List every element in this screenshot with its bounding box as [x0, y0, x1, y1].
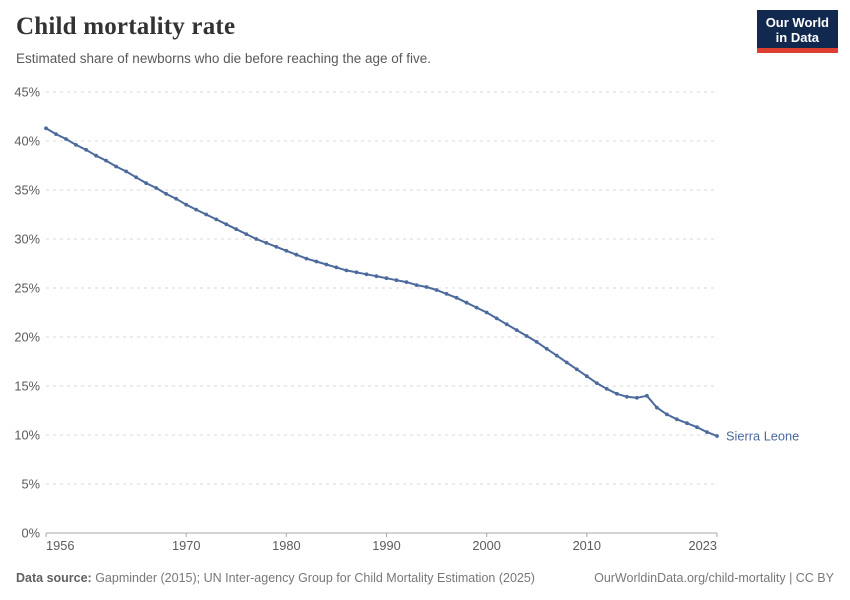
y-axis-tick-label: 30% — [14, 232, 40, 247]
data-point-marker — [344, 268, 349, 273]
data-point-marker — [64, 137, 68, 141]
y-axis-tick-label: 0% — [22, 526, 41, 541]
data-point-marker — [304, 256, 309, 261]
chart-subtitle: Estimated share of newborns who die befo… — [16, 51, 431, 66]
data-point-marker — [134, 175, 139, 180]
y-axis-tick-label: 35% — [14, 183, 40, 198]
trend-line — [45, 127, 718, 437]
data-point-marker — [254, 237, 259, 241]
y-axis-tick-label: 10% — [14, 428, 40, 443]
data-point-marker — [364, 272, 369, 277]
data-point-marker — [625, 394, 629, 399]
data-point-marker — [474, 305, 479, 310]
x-axis-tick-label: 2010 — [573, 538, 601, 553]
data-point-marker — [374, 274, 379, 279]
x-axis-tick-label: 1956 — [46, 538, 74, 553]
data-point-marker — [524, 334, 529, 338]
footer-citation-link[interactable]: OurWorldinData.org/child-mortality | CC … — [594, 571, 834, 585]
page-title: Child mortality rate — [16, 13, 236, 40]
x-axis-tick-label: 1970 — [172, 538, 200, 553]
data-point-marker — [324, 262, 329, 267]
data-point-marker — [514, 328, 519, 332]
data-point-marker — [94, 153, 98, 158]
data-point-marker — [594, 381, 599, 385]
data-source-note: Data source: Gapminder (2015); UN Inter-… — [16, 571, 535, 585]
data-point-marker — [404, 280, 409, 284]
data-point-marker — [604, 387, 609, 391]
data-point-marker — [144, 181, 149, 186]
x-axis-tick-label: 1980 — [272, 538, 300, 553]
data-point-marker — [534, 340, 539, 344]
data-point-marker — [715, 434, 719, 438]
data-point-marker — [74, 143, 78, 147]
y-axis-tick-label: 15% — [14, 379, 40, 394]
data-point-marker — [615, 391, 619, 396]
series-label: Sierra Leone — [726, 428, 799, 443]
data-point-marker — [264, 241, 269, 245]
x-axis-tick-label: 2023 — [689, 538, 717, 553]
y-axis-tick-label: 40% — [14, 134, 40, 149]
data-point-marker — [114, 164, 118, 169]
data-point-marker — [574, 367, 579, 372]
data-point-marker — [705, 430, 709, 434]
data-point-marker — [665, 412, 669, 417]
data-point-marker — [214, 217, 219, 222]
y-axis-tick-label: 5% — [22, 477, 41, 492]
owid-logo-line2: in Data — [775, 30, 820, 45]
data-point-marker — [685, 421, 689, 426]
data-point-marker — [204, 212, 209, 217]
data-point-marker — [554, 353, 559, 358]
data-point-marker — [675, 417, 679, 422]
data-point-marker — [504, 322, 509, 327]
data-point-marker — [274, 244, 279, 249]
data-point-marker — [434, 288, 439, 292]
y-axis-tick-label: 45% — [14, 85, 40, 100]
data-point-marker — [354, 270, 359, 275]
data-point-marker — [645, 393, 649, 398]
owid-logo: Our World in Data — [756, 10, 838, 53]
data-point-marker — [484, 310, 489, 315]
data-point-marker — [384, 276, 389, 281]
data-point-marker — [154, 186, 159, 190]
x-axis-tick-label: 1990 — [372, 538, 400, 553]
y-axis-tick-label: 20% — [14, 330, 40, 345]
data-point-marker — [695, 425, 699, 430]
owid-logo-line1: Our World — [765, 15, 829, 30]
data-point-marker — [394, 278, 399, 283]
data-point-marker — [294, 252, 299, 257]
data-point-marker — [584, 374, 589, 379]
data-point-marker — [244, 232, 249, 237]
data-point-marker — [234, 227, 239, 232]
data-point-marker — [284, 248, 289, 253]
data-point-marker — [544, 346, 549, 351]
data-point-marker — [414, 283, 419, 287]
data-point-marker — [84, 147, 88, 152]
data-point-marker — [54, 132, 58, 137]
data-point-marker — [635, 395, 639, 400]
data-point-marker — [334, 265, 339, 270]
data-point-marker — [464, 300, 469, 305]
y-axis-tick-label: 25% — [14, 281, 40, 296]
data-point-marker — [564, 360, 569, 365]
data-point-marker — [655, 405, 659, 410]
data-point-marker — [174, 196, 179, 201]
data-point-marker — [164, 192, 169, 196]
data-point-marker — [314, 259, 319, 264]
data-point-marker — [454, 295, 459, 300]
data-source-label: Data source: — [16, 571, 92, 585]
data-point-marker — [184, 202, 189, 207]
data-point-marker — [424, 285, 429, 289]
data-source-text: Gapminder (2015); UN Inter-agency Group … — [91, 571, 535, 585]
data-point-marker — [44, 126, 48, 131]
data-point-marker — [194, 207, 199, 212]
data-point-marker — [444, 292, 449, 296]
data-point-marker — [494, 316, 499, 321]
data-point-marker — [224, 222, 229, 227]
data-point-marker — [124, 169, 128, 174]
x-axis-tick-label: 2000 — [472, 538, 500, 553]
data-point-marker — [104, 158, 108, 163]
